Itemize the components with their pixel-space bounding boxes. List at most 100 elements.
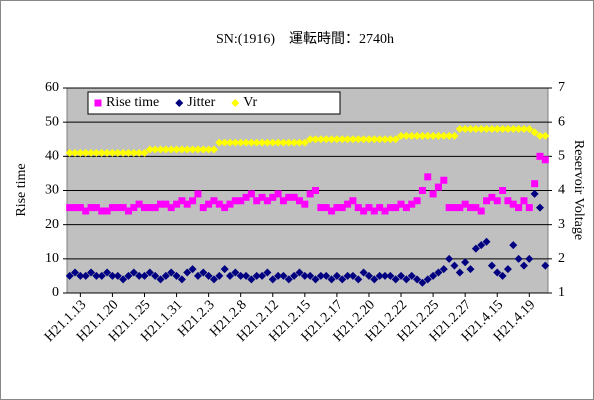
data-point xyxy=(525,204,533,212)
data-point xyxy=(370,275,379,284)
data-point xyxy=(332,271,341,280)
data-point xyxy=(172,271,181,280)
data-point xyxy=(226,200,234,208)
data-point xyxy=(402,275,411,284)
data-point xyxy=(477,241,486,250)
data-point xyxy=(483,197,491,205)
data-point xyxy=(456,204,464,212)
data-point xyxy=(146,204,154,212)
data-point xyxy=(488,193,496,201)
data-point xyxy=(242,193,250,201)
data-point xyxy=(471,244,480,253)
data-point xyxy=(252,138,261,147)
data-point xyxy=(199,268,208,277)
data-point xyxy=(424,173,432,181)
data-point xyxy=(423,131,432,140)
data-point xyxy=(129,268,138,277)
data-point xyxy=(231,138,240,147)
y-tick-label: 10 xyxy=(45,251,59,266)
data-point xyxy=(338,135,347,144)
data-point xyxy=(402,131,411,140)
data-point xyxy=(215,138,224,147)
data-point xyxy=(493,268,502,277)
y-tick-label: 60 xyxy=(45,80,59,95)
data-point xyxy=(348,135,357,144)
data-point xyxy=(301,200,309,208)
data-point xyxy=(82,207,90,215)
data-point xyxy=(97,271,106,280)
data-point xyxy=(327,135,336,144)
legend-box xyxy=(87,91,341,115)
data-point xyxy=(461,125,470,133)
data-point xyxy=(392,204,400,212)
data-point xyxy=(541,156,549,164)
data-point xyxy=(365,204,373,212)
data-point xyxy=(541,261,550,270)
y-tick-label: 50 xyxy=(45,114,59,129)
data-point xyxy=(237,197,245,205)
data-point xyxy=(343,271,352,280)
y2-axis-title: Reservoir Voltage xyxy=(571,140,586,240)
data-point xyxy=(349,197,357,205)
data-point xyxy=(290,193,298,201)
data-point xyxy=(177,145,186,154)
data-point xyxy=(450,204,458,212)
data-point xyxy=(364,271,373,280)
data-point xyxy=(338,204,346,212)
data-point xyxy=(413,275,422,284)
data-point xyxy=(295,197,303,205)
y2-tick-label: 5 xyxy=(558,149,565,164)
data-point xyxy=(440,176,448,184)
y-tick-label: 20 xyxy=(45,217,59,232)
data-point xyxy=(531,180,539,188)
data-point xyxy=(535,131,544,140)
data-point xyxy=(370,207,378,215)
data-point xyxy=(541,131,550,140)
data-point xyxy=(343,135,352,144)
data-point xyxy=(499,187,507,194)
data-point xyxy=(193,271,202,280)
data-point xyxy=(204,145,213,154)
data-point xyxy=(205,200,213,208)
data-point xyxy=(482,125,491,133)
data-point xyxy=(87,204,95,212)
data-point xyxy=(300,138,309,147)
data-point xyxy=(268,138,277,147)
data-point xyxy=(103,268,112,277)
data-point xyxy=(97,148,106,157)
data-point xyxy=(215,200,223,208)
data-point xyxy=(407,131,416,140)
data-point xyxy=(199,145,208,154)
data-point xyxy=(520,197,528,205)
data-point xyxy=(252,271,261,280)
data-point xyxy=(268,275,277,284)
data-point xyxy=(135,200,143,208)
data-point xyxy=(348,271,357,280)
data-point xyxy=(140,271,149,280)
data-point xyxy=(135,271,144,280)
data-point xyxy=(354,275,363,284)
data-point xyxy=(450,131,459,140)
data-point xyxy=(226,271,235,280)
data-point xyxy=(514,254,523,263)
data-point xyxy=(290,271,299,280)
data-point xyxy=(172,145,181,154)
data-point xyxy=(434,131,443,140)
data-point xyxy=(359,135,368,144)
data-point xyxy=(504,197,512,205)
data-point xyxy=(92,271,101,280)
data-point xyxy=(124,271,133,280)
data-point xyxy=(391,135,400,144)
data-point xyxy=(183,145,192,154)
data-point xyxy=(193,145,202,154)
data-point xyxy=(113,271,122,280)
data-point xyxy=(162,200,170,208)
data-point xyxy=(332,135,341,144)
data-point xyxy=(493,125,502,133)
data-point xyxy=(279,271,288,280)
data-point xyxy=(66,204,74,212)
data-point xyxy=(183,200,191,208)
y2-tick-label: 3 xyxy=(558,217,565,232)
data-point xyxy=(503,265,512,274)
data-point xyxy=(119,204,127,212)
